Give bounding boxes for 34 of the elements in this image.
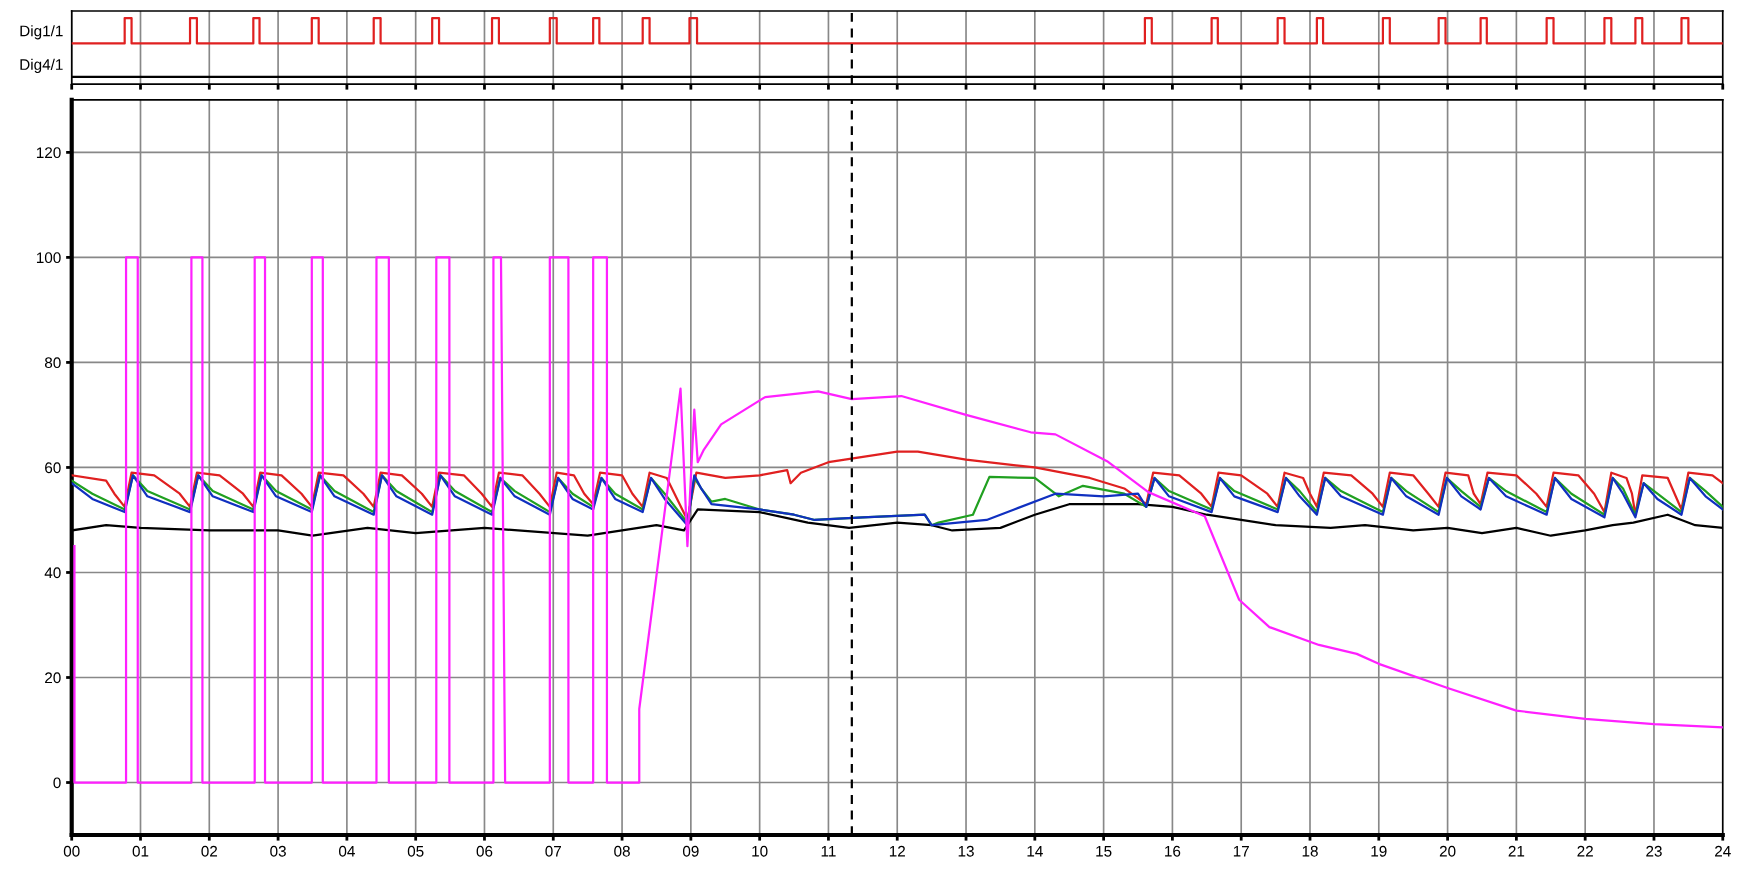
x-tick-label: 23 bbox=[1646, 845, 1662, 857]
x-tick-label: 15 bbox=[1096, 846, 1112, 857]
y-tick-label: 80 bbox=[44, 357, 61, 369]
x-tick-label: 03 bbox=[270, 845, 286, 857]
x-tick-label: 00 bbox=[63, 845, 80, 857]
x-tick-label: 13 bbox=[958, 845, 974, 857]
x-tick-label: 02 bbox=[201, 845, 218, 857]
x-tick-label: 19 bbox=[1371, 845, 1387, 857]
x-tick-label: 08 bbox=[614, 845, 630, 857]
x-tick-label: 06 bbox=[476, 845, 493, 857]
x-tick-label: 22 bbox=[1577, 845, 1593, 857]
x-tick-label: 09 bbox=[682, 845, 699, 857]
x-tick-label: 24 bbox=[1715, 845, 1731, 857]
y-tick-label: 0 bbox=[53, 777, 61, 789]
y-tick-label: 20 bbox=[45, 672, 61, 684]
x-tick-label: 10 bbox=[752, 845, 768, 857]
x-tick-label: 11 bbox=[821, 846, 836, 857]
x-tick-label: 01 bbox=[132, 845, 149, 857]
x-tick-label: 04 bbox=[338, 845, 355, 857]
x-tick-label: 05 bbox=[407, 845, 424, 857]
x-tick-label: 18 bbox=[1302, 845, 1318, 857]
y-tick-label: 120 bbox=[36, 147, 61, 159]
text: Dig1/1 bbox=[20, 25, 63, 40]
x-tick-label: 14 bbox=[1027, 846, 1043, 857]
x-tick-label: 20 bbox=[1439, 845, 1456, 857]
x-tick-label: 21 bbox=[1508, 845, 1525, 857]
y-tick-label: 40 bbox=[44, 567, 61, 579]
y-tick-label: 100 bbox=[36, 252, 61, 264]
text: Dig4/1 bbox=[20, 58, 63, 73]
x-tick-label: 12 bbox=[889, 845, 905, 857]
x-tick-label: 07 bbox=[545, 845, 561, 857]
x-tick-label: 17 bbox=[1233, 846, 1249, 857]
x-tick-label: 16 bbox=[1165, 845, 1181, 857]
y-tick-label: 60 bbox=[45, 462, 61, 474]
